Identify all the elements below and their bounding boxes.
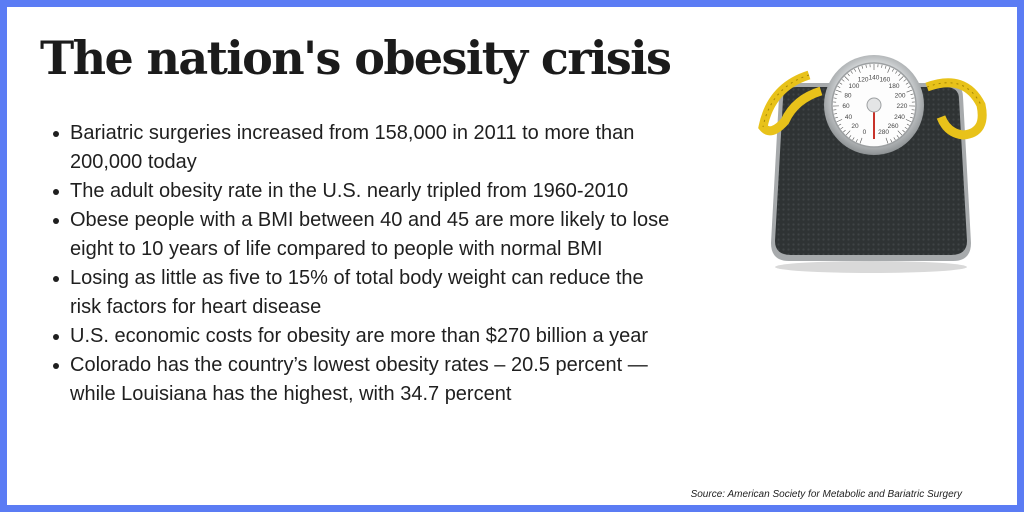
dial-tick xyxy=(836,119,843,123)
dial-tick xyxy=(865,64,867,68)
dial-tick xyxy=(835,116,839,119)
dial-tick xyxy=(905,82,909,85)
dial-label: 120 xyxy=(858,77,869,84)
dial-tick xyxy=(839,82,843,85)
dial-tick xyxy=(911,97,915,99)
dial-tick xyxy=(909,116,913,119)
fact-list: Bariatric surgeries increased from 158,0… xyxy=(47,119,679,409)
dial-tick xyxy=(840,126,844,130)
dial-tick xyxy=(861,65,864,69)
page-title: The nation's obesity crisis xyxy=(40,31,672,85)
dial-tick xyxy=(898,76,904,81)
dial-tick xyxy=(857,67,861,73)
fact-item: Colorado has the country’s lowest obesit… xyxy=(47,351,679,409)
dial-label: 260 xyxy=(888,123,899,130)
dial-ticks xyxy=(833,64,915,144)
dial-tick xyxy=(855,139,858,143)
dial-tick xyxy=(859,137,863,144)
dial-tick xyxy=(906,123,910,126)
bathroom-scale-illustration: 0 20 40 60 80 100 120 140 160 180 200 220 240 260 280 xyxy=(751,47,991,277)
dial-tick xyxy=(898,73,901,77)
tape-measure-left xyxy=(758,70,823,136)
dial-label: 40 xyxy=(845,114,853,121)
dial-label: 280 xyxy=(878,129,889,136)
dial-label: 180 xyxy=(889,83,900,90)
dial-tick xyxy=(893,137,896,141)
dial-tick xyxy=(854,68,857,72)
dial-tick xyxy=(884,65,887,69)
dial-tick xyxy=(850,70,853,74)
dial-tick xyxy=(845,130,851,136)
dial-tick xyxy=(833,97,837,99)
dial-tick xyxy=(838,123,842,126)
dial-tick xyxy=(903,79,907,82)
fact-item: U.S. economic costs for obesity are more… xyxy=(47,322,679,351)
dial-tick xyxy=(904,126,908,130)
dial-tick xyxy=(844,76,850,81)
dial-tick xyxy=(897,130,903,136)
dial-tick xyxy=(852,137,855,141)
dial-tick xyxy=(837,86,841,88)
dial-tick xyxy=(885,137,889,144)
dial-tick xyxy=(835,89,842,93)
dial-tick xyxy=(902,129,905,133)
dial-label: 0 xyxy=(863,129,867,136)
dial-label: 80 xyxy=(844,92,852,99)
dial-label: 60 xyxy=(842,103,850,110)
dial-tick xyxy=(890,139,893,143)
dial-tick xyxy=(847,73,850,77)
dial-tick xyxy=(907,86,911,88)
source-citation: Source: American Society for Metabolic a… xyxy=(690,489,962,500)
dial-tick xyxy=(849,135,852,138)
dial-tick xyxy=(906,89,913,93)
dial-tick xyxy=(833,113,838,115)
scale-grip-surface xyxy=(775,87,967,255)
dial-hub xyxy=(866,97,882,113)
dial-tick xyxy=(887,67,891,73)
dial-tick xyxy=(891,68,894,72)
fact-item: The adult obesity rate in the U.S. nearl… xyxy=(47,177,679,206)
dial-label: 140 xyxy=(869,75,880,82)
fact-item: Losing as little as five to 15% of total… xyxy=(47,264,679,322)
dial-tick xyxy=(895,70,898,74)
dial-label: 220 xyxy=(897,103,908,110)
dial-label: 100 xyxy=(849,83,860,90)
dial-tick xyxy=(896,135,899,138)
dial-label: 240 xyxy=(894,114,905,121)
dial-tick xyxy=(881,64,883,68)
dial-label: 200 xyxy=(895,92,906,99)
dial-tick xyxy=(834,93,838,95)
dial-tick xyxy=(905,119,912,123)
dial-label: 20 xyxy=(851,123,859,130)
fact-item: Obese people with a BMI between 40 and 4… xyxy=(47,206,679,264)
dial-tick xyxy=(841,79,845,82)
fact-item: Bariatric surgeries increased from 158,0… xyxy=(47,119,679,177)
dial-tick xyxy=(910,113,915,115)
dial-tick xyxy=(910,93,914,95)
dial-tick xyxy=(843,129,846,133)
dial-label: 160 xyxy=(879,77,890,84)
